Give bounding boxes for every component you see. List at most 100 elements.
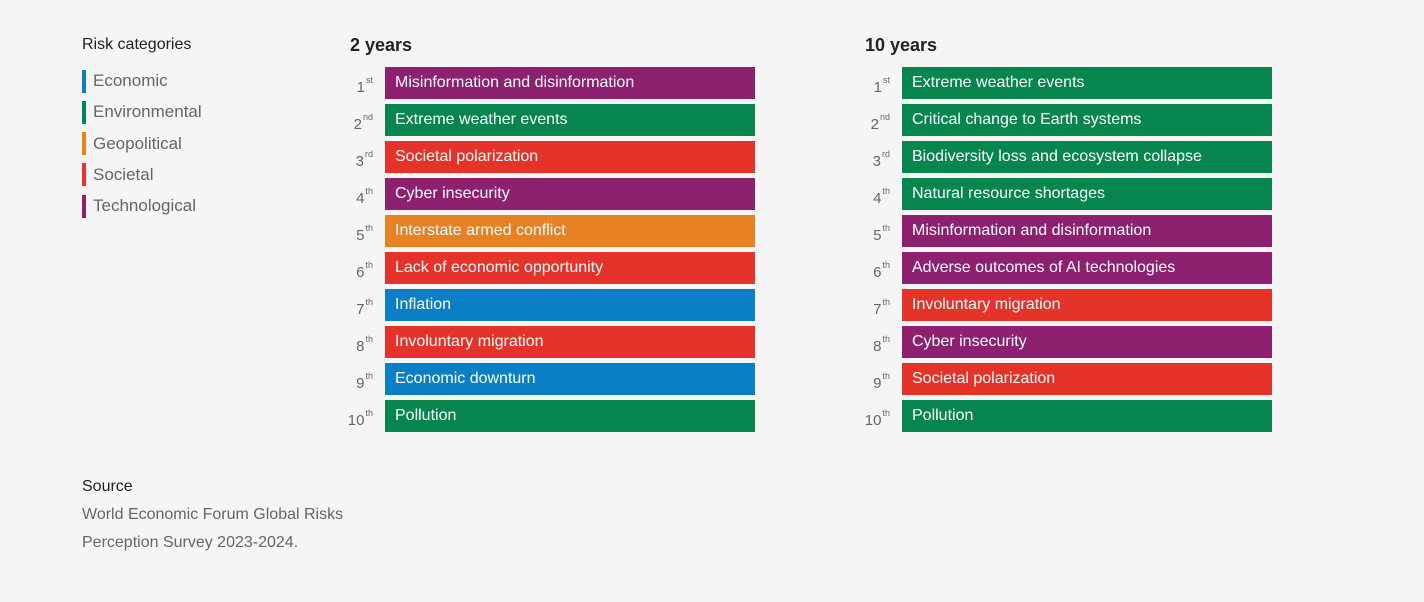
rank-number: 9 bbox=[873, 375, 882, 392]
risk-bar: Misinformation and disinformation bbox=[902, 215, 1272, 247]
legend-swatch bbox=[82, 163, 86, 187]
risk-bar: Societal polarization bbox=[385, 141, 755, 173]
risk-bar: Societal polarization bbox=[902, 363, 1272, 395]
rank-number: 2 bbox=[870, 116, 879, 133]
legend-label: Economic bbox=[93, 71, 168, 90]
rank-number: 8 bbox=[356, 338, 365, 355]
column-title-2-years: 2 years bbox=[350, 35, 413, 55]
legend-item-environmental: Environmental bbox=[82, 100, 302, 124]
risk-bar: Interstate armed conflict bbox=[385, 215, 755, 247]
rank-number: 10 bbox=[864, 412, 882, 429]
rank-number: 3 bbox=[872, 153, 881, 170]
risk-bar: Pollution bbox=[902, 400, 1272, 432]
risk-bar: Biodiversity loss and ecosystem collapse bbox=[902, 141, 1272, 173]
risk-bar: Misinformation and disinformation bbox=[385, 67, 755, 99]
rank-number: 9 bbox=[356, 375, 365, 392]
rank-suffix: th bbox=[882, 408, 890, 418]
risk-bar: Economic downturn bbox=[385, 363, 755, 395]
risk-bar: Critical change to Earth systems bbox=[902, 104, 1272, 136]
rank-suffix: nd bbox=[362, 112, 373, 122]
rank-number: 2 bbox=[353, 116, 362, 133]
rank-suffix: th bbox=[882, 371, 890, 381]
legend-swatch bbox=[82, 132, 86, 156]
legend-item-geopolitical: Geopolitical bbox=[82, 132, 302, 156]
rank-number: 1 bbox=[873, 79, 882, 96]
rank-number: 7 bbox=[873, 301, 882, 318]
source-text-line-1: World Economic Forum Global Risks bbox=[82, 506, 344, 523]
risk-bar: Extreme weather events bbox=[902, 67, 1272, 99]
rank-number: 7 bbox=[356, 301, 365, 318]
rank-number: 3 bbox=[355, 153, 364, 170]
column-title-10-years: 10 years bbox=[865, 35, 938, 55]
risk-bar: Lack of economic opportunity bbox=[385, 252, 755, 284]
rank-suffix: th bbox=[882, 297, 890, 307]
rank-suffix: th bbox=[882, 186, 890, 196]
rank-suffix: th bbox=[365, 297, 373, 307]
rank-suffix: th bbox=[882, 223, 890, 233]
risk-bar: Cyber insecurity bbox=[385, 178, 755, 210]
risk-bar: Natural resource shortages bbox=[902, 178, 1272, 210]
risk-bar: Involuntary migration bbox=[902, 289, 1272, 321]
legend-swatch bbox=[82, 100, 86, 124]
rank-suffix: th bbox=[882, 260, 890, 270]
rank-number: 6 bbox=[356, 264, 365, 281]
risk-bar: Adverse outcomes of AI technologies bbox=[902, 252, 1272, 284]
risk-bar: Inflation bbox=[385, 289, 755, 321]
legend-item-economic: Economic bbox=[82, 69, 302, 93]
rank-number: 5 bbox=[356, 227, 365, 244]
legend-label: Technological bbox=[93, 196, 197, 216]
rank-number: 6 bbox=[873, 264, 882, 281]
rank-number: 5 bbox=[873, 227, 882, 244]
rank-suffix: th bbox=[365, 186, 373, 196]
rank-number: 4 bbox=[356, 190, 365, 207]
legend-label: Societal bbox=[93, 164, 154, 184]
risk-bar: Involuntary migration bbox=[385, 326, 755, 358]
legend-swatch bbox=[82, 194, 86, 218]
rank-suffix: st bbox=[882, 75, 890, 85]
rank-suffix: th bbox=[365, 223, 373, 233]
rank-suffix: rd bbox=[364, 149, 373, 159]
legend-item-societal: Societal bbox=[82, 163, 302, 187]
legend-title: Risk categories bbox=[82, 36, 192, 53]
rank-suffix: th bbox=[882, 334, 890, 344]
rank-suffix: th bbox=[365, 334, 373, 344]
legend-swatch bbox=[82, 69, 86, 93]
rank-number: 8 bbox=[873, 338, 882, 355]
risk-bar: Extreme weather events bbox=[385, 104, 755, 136]
source: Source World Economic Forum Global Risks… bbox=[82, 476, 402, 557]
source-text: World Economic Forum Global Risks Percep… bbox=[82, 501, 402, 557]
rank-suffix: st bbox=[365, 75, 373, 85]
rank-suffix: rd bbox=[881, 149, 890, 159]
legend-item-technological: Technological bbox=[82, 194, 302, 218]
rank-suffix: nd bbox=[879, 112, 890, 122]
risk-bar: Pollution bbox=[385, 400, 755, 432]
legend-label: Environmental bbox=[93, 102, 202, 122]
rank-number: 4 bbox=[873, 190, 882, 207]
source-text-line-2: Perception Survey 2023-2024. bbox=[82, 534, 299, 551]
risk-bar: Cyber insecurity bbox=[902, 326, 1272, 358]
rank-suffix: th bbox=[365, 408, 373, 418]
legend: Risk categories Economic Environmental Geo… bbox=[82, 35, 302, 225]
legend-label: Geopolitical bbox=[93, 133, 182, 153]
rank-suffix: th bbox=[365, 371, 373, 381]
source-title: Source bbox=[82, 478, 133, 495]
